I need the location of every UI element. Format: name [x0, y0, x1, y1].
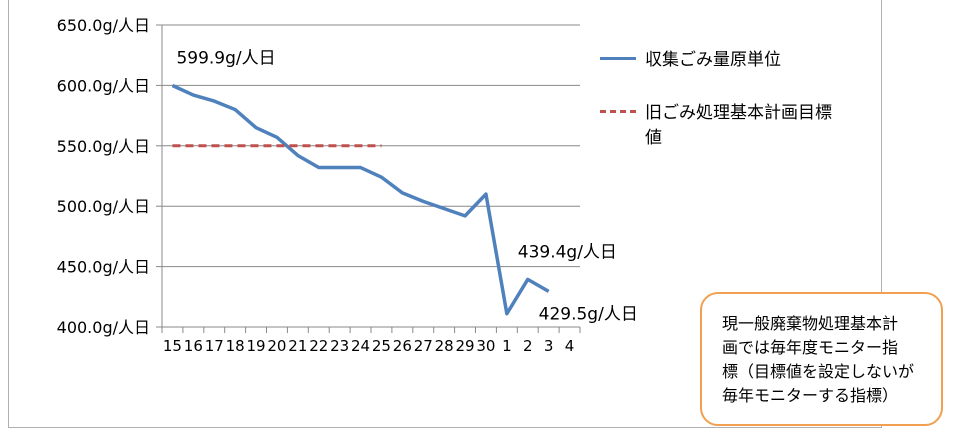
chart-frame [8, 0, 882, 428]
x-tick-label-1: 1 [502, 337, 512, 355]
y-tick-label-450: 450.0g/人日 [57, 258, 150, 277]
legend-swatch-collected-waste [600, 57, 636, 60]
x-tick-label-22: 22 [309, 337, 328, 355]
x-tick-label-3: 3 [544, 337, 554, 355]
x-tick-label-29: 29 [456, 337, 475, 355]
x-tick-label-30: 30 [476, 337, 495, 355]
legend-swatch-old-target [600, 110, 636, 113]
x-tick-label-20: 20 [267, 337, 286, 355]
x-tick-label-27: 27 [414, 337, 433, 355]
x-tick-label-18: 18 [226, 337, 245, 355]
monitoring-note-box: 現一般廃棄物処理基本計 画では毎年度モニター指 標（目標値を設定しないが 毎年モ… [700, 292, 943, 426]
x-tick-label-4: 4 [565, 337, 575, 355]
x-tick-label-28: 28 [435, 337, 454, 355]
x-tick-label-23: 23 [330, 337, 349, 355]
data-label-2: 429.5g/人日 [539, 304, 638, 324]
legend-entry-collected-waste: 収集ごみ量原単位 [645, 45, 781, 70]
x-tick-label-2: 2 [523, 337, 533, 355]
x-tick-label-19: 19 [247, 337, 266, 355]
y-tick-label-600: 600.0g/人日 [57, 76, 150, 95]
legend-label-old-target-line2: 値 [645, 128, 662, 148]
x-tick-label-24: 24 [351, 337, 370, 355]
x-tick-label-25: 25 [372, 337, 391, 355]
y-tick-label-400: 400.0g/人日 [57, 318, 150, 337]
legend-label-old-target-line1: 旧ごみ処理基本計画目標 [645, 103, 832, 123]
y-tick-label-500: 500.0g/人日 [57, 197, 150, 216]
x-tick-label-15: 15 [163, 337, 182, 355]
x-tick-label-17: 17 [205, 337, 224, 355]
data-label-0: 599.9g/人日 [176, 49, 275, 69]
x-tick-label-21: 21 [288, 337, 307, 355]
y-tick-label-650: 650.0g/人日 [57, 16, 150, 35]
y-tick-label-550: 550.0g/人日 [57, 137, 150, 156]
data-label-1: 439.4g/人日 [518, 242, 617, 262]
x-tick-label-26: 26 [393, 337, 412, 355]
x-tick-label-16: 16 [184, 337, 203, 355]
legend-entry-old-target: 旧ごみ処理基本計画目標 値 [645, 98, 832, 148]
series-line-0 [171, 83, 550, 316]
legend-label-collected-waste: 収集ごみ量原単位 [645, 50, 781, 70]
